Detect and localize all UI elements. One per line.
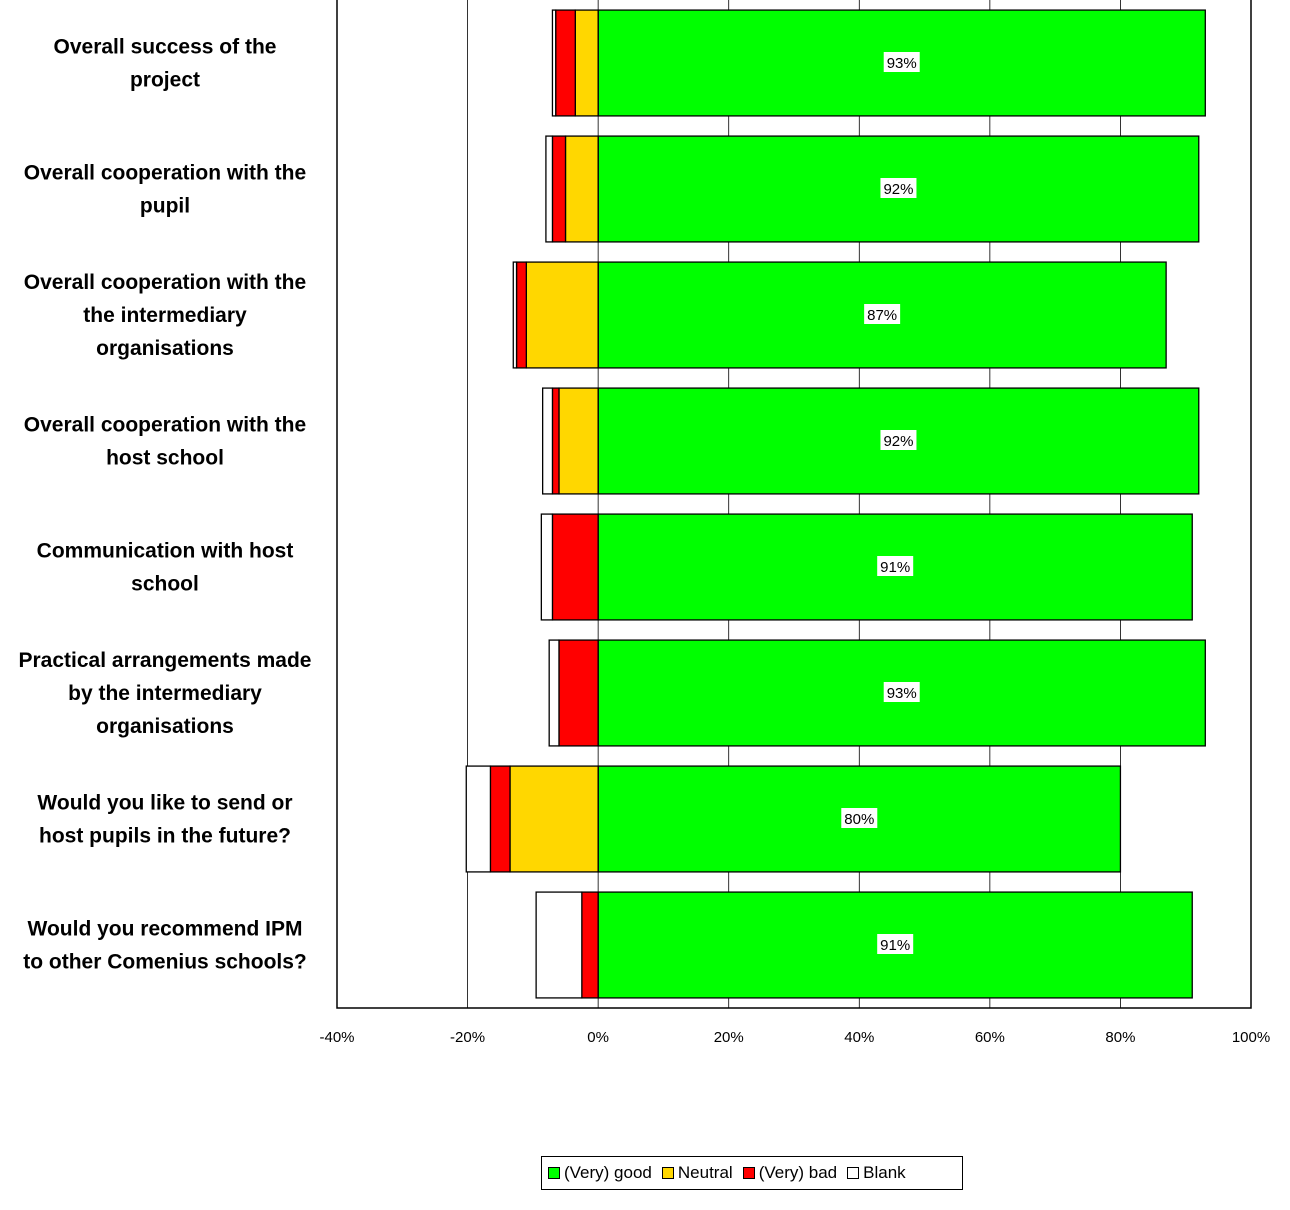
data-label-bg-2 [864,304,901,324]
data-label-2: 87% [864,304,901,324]
bar-blank-1 [545,135,554,243]
bar-very-bad-7 [581,891,599,999]
category-label-line-2-0: Overall cooperation with the [24,271,306,294]
bar-very-bad-3 [551,387,560,495]
data-label-bg-4 [877,556,914,576]
legend-swatch-very-bad [742,1167,755,1179]
legend-label-neutral: Neutral [677,1163,733,1182]
data-label-text-0: 93% [887,55,917,72]
data-label-bg-3 [880,430,917,450]
category-labels: Overall success of the project Overall coo… [19,36,312,974]
category-label-1: Overall cooperation with the pupil [24,162,306,218]
legend-swatch-neutral [661,1167,674,1179]
bar-very-bad-4 [551,513,599,621]
legend: (Very) good Neutral (Very) bad Blank [541,1156,963,1190]
bar-blank-0 [551,9,557,117]
data-label-text-2: 87% [867,307,897,324]
data-label-text-6: 80% [844,811,874,828]
bar-neutral-6 [509,765,599,873]
category-label-line-0-1: project [130,69,200,92]
category-label-0: Overall success of the project [54,36,277,92]
category-label-line-3-1: host school [106,447,224,470]
category-label-2: Overall cooperation with the the intermed… [24,271,306,360]
data-label-0: 93% [883,52,920,72]
category-label-line-0-0: Overall success of the [54,36,277,59]
x-axis-ticks: -40% -20% 0% 20% 40% 60% 80% 100% [319,1029,1270,1046]
data-label-5: 93% [883,682,920,702]
legend-label-very-bad: (Very) bad [758,1163,838,1182]
data-label-bg-1 [880,178,917,198]
x-tick-label-2: 0% [587,1029,609,1046]
bars [465,9,1206,999]
legend-item-very-good: (Very) good [548,1163,652,1183]
category-label-line-7-0: Would you recommend IPM [28,918,303,941]
category-label-line-4-0: Communication with host [37,540,294,563]
plot-area-frame [336,0,1252,1009]
category-label-line-2-1: the intermediary [83,304,247,327]
legend-label-blank: Blank [863,1163,906,1182]
x-tick-label-0: -40% [319,1029,354,1046]
data-label-7: 91% [877,934,914,954]
category-label-line-6-1: host pupils in the future? [39,825,291,848]
x-tick-label-1: -20% [450,1029,485,1046]
bar-neutral-1 [564,135,599,243]
data-label-3: 92% [880,430,917,450]
bar-neutral-0 [574,9,599,117]
category-label-line-5-1: by the intermediary [68,682,262,705]
legend-item-very-bad: (Very) bad [742,1163,838,1183]
x-tick-label-6: 80% [1105,1029,1135,1046]
legend-swatch-very-good [548,1167,560,1179]
x-tick-label-5: 60% [975,1029,1005,1046]
data-label-bg-7 [877,934,914,954]
bar-neutral-3 [558,387,599,495]
bar-blank-4 [540,513,554,621]
data-label-bg-6 [841,808,878,828]
category-label-line-5-0: Practical arrangements made [19,649,312,672]
category-label-7: Would you recommend IPM to other Comenius… [23,918,307,974]
category-label-line-6-0: Would you like to send or [37,792,292,815]
bar-very-bad-6 [489,765,511,873]
bar-blank-6 [465,765,492,873]
data-label-4: 91% [877,556,914,576]
data-label-bg-0 [883,52,920,72]
category-label-line-4-1: school [131,573,199,596]
bar-blank-5 [548,639,560,747]
legend-swatch-blank [847,1167,860,1179]
bar-blank-2 [512,261,518,369]
category-label-line-5-2: organisations [96,715,234,738]
data-label-bg-5 [883,682,920,702]
category-label-line-1-0: Overall cooperation with the [24,162,306,185]
x-tick-label-7: 100% [1232,1029,1270,1046]
data-label-text-4: 91% [880,559,910,576]
data-label-1: 92% [880,178,917,198]
legend-item-neutral: Neutral [661,1163,733,1183]
data-label-text-3: 92% [883,433,913,450]
bar-blank-3 [542,387,554,495]
legend-item-blank: Blank [847,1163,906,1183]
category-label-line-1-1: pupil [140,195,190,218]
data-label-text-7: 91% [880,937,910,954]
data-label-text-5: 93% [887,685,917,702]
x-tick-label-4: 40% [844,1029,874,1046]
category-label-line-2-2: organisations [96,337,234,360]
bar-blank-7 [535,891,583,999]
category-label-6: Would you like to send or host pupils in … [37,792,292,848]
legend-label-very-good: (Very) good [564,1163,652,1182]
bar-very-bad-1 [551,135,567,243]
bar-very-bad-0 [555,9,576,117]
x-tick-label-3: 20% [714,1029,744,1046]
category-label-4: Communication with host school [37,540,294,596]
bar-neutral-2 [525,261,599,369]
bar-very-bad-2 [515,261,527,369]
data-label-text-1: 92% [883,181,913,198]
bar-very-bad-5 [558,639,599,747]
category-label-line-7-1: to other Comenius schools? [23,951,307,974]
data-labels: 93% 92% 87% 92% 91% 93% 80% 91% [841,52,920,954]
category-label-5: Practical arrangements made by the interm… [19,649,312,738]
category-label-line-3-0: Overall cooperation with the [24,414,306,437]
category-label-3: Overall cooperation with the host school [24,414,306,470]
data-label-6: 80% [841,808,878,828]
bar-very-good-0 [597,9,1206,117]
